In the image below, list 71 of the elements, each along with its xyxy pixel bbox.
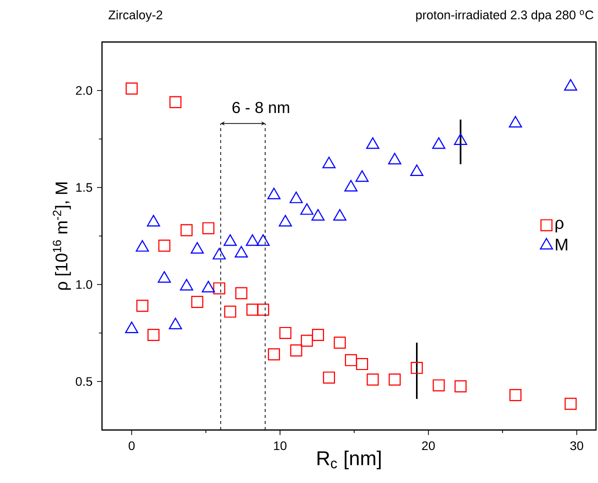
x-tick-label: 30 [570, 441, 584, 450]
point [334, 336, 346, 349]
point [191, 296, 204, 308]
point [300, 334, 313, 347]
point [454, 380, 467, 392]
point [235, 287, 248, 300]
point [388, 152, 402, 164]
y-axis-title: ρ [10$^{16}$ m$^{-2}$], M [52, 182, 71, 290]
point [366, 137, 380, 149]
point [410, 362, 423, 374]
x-tick-label: 10 [274, 441, 286, 450]
x-tick-label: 20 [422, 441, 435, 450]
point [202, 280, 215, 292]
annotation: 6 - 8 nm [232, 102, 290, 114]
legend-label: ρ [556, 220, 564, 232]
point [158, 271, 171, 283]
point [246, 304, 258, 316]
point [279, 326, 292, 340]
point [224, 306, 236, 318]
point [312, 328, 324, 341]
point [509, 389, 522, 402]
point [180, 278, 194, 290]
point [234, 246, 248, 258]
point [355, 170, 369, 182]
y-tick-label: 1.0 [76, 280, 92, 289]
y-tick-label: 1.5 [76, 183, 92, 192]
point [147, 328, 160, 341]
point [564, 398, 577, 410]
point [202, 222, 214, 234]
point [168, 318, 182, 330]
point [333, 209, 346, 221]
point [190, 242, 204, 254]
point [256, 234, 270, 246]
point [344, 354, 357, 366]
x-tick-label: 0 [128, 441, 135, 450]
chart-subtitle: proton-irradiated 2.3 dpa 280 $^{o}$C [416, 10, 594, 22]
legend-label: M [556, 238, 568, 250]
point [564, 79, 578, 91]
point [322, 156, 336, 168]
x-axis-title: R$_{c}$ [nm] [318, 450, 381, 470]
point [300, 203, 314, 215]
point [454, 133, 468, 145]
point [146, 214, 160, 226]
point [212, 248, 226, 260]
point [388, 374, 401, 386]
point [366, 374, 379, 386]
point [268, 348, 280, 360]
chart-title: Zircaloy-2 [108, 10, 162, 22]
point [344, 180, 358, 192]
point [224, 234, 237, 246]
point [508, 116, 522, 128]
point [267, 188, 281, 200]
point [432, 137, 446, 149]
point [278, 214, 292, 226]
point [125, 322, 138, 334]
point [136, 240, 149, 252]
point [213, 282, 226, 294]
point [257, 304, 270, 316]
point [311, 209, 325, 221]
point [180, 224, 193, 236]
point [158, 240, 170, 252]
point [290, 192, 303, 204]
y-tick-label: 2.0 [76, 86, 92, 95]
point [136, 300, 148, 312]
y-tick-label: 0.5 [76, 377, 92, 386]
point [356, 358, 368, 370]
point [432, 379, 445, 392]
point [410, 164, 424, 176]
point [290, 344, 302, 356]
point [246, 234, 260, 246]
point [322, 372, 336, 384]
